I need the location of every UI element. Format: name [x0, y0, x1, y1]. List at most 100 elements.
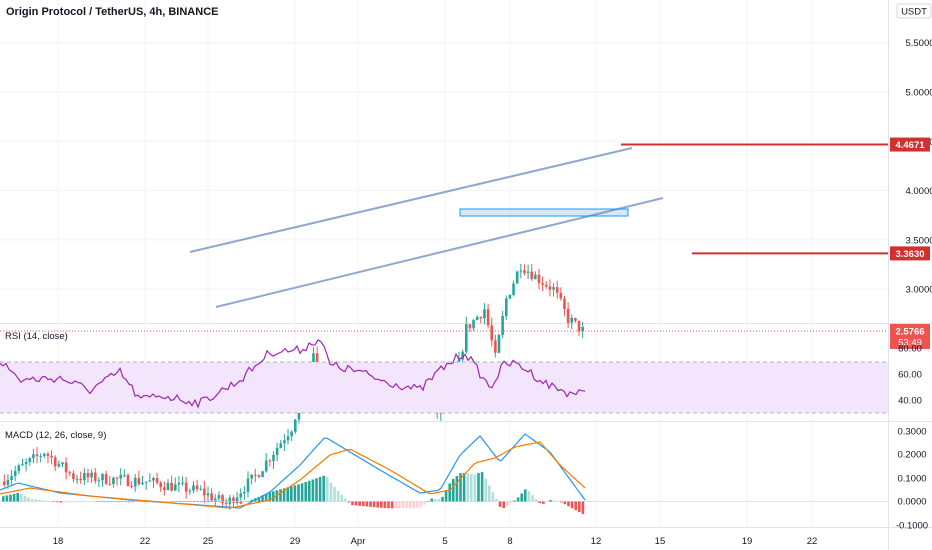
macd-histogram-bar [5, 495, 9, 502]
macd-histogram-bar [336, 490, 340, 502]
macd-histogram-bar [131, 501, 135, 503]
macd-histogram-bar [502, 501, 505, 508]
price-tick-label: 3.0000 [905, 285, 932, 296]
macd-histogram-bar [581, 501, 585, 515]
macd-histogram-bar [189, 501, 192, 502]
macd-histogram-bar [48, 501, 52, 502]
macd-histogram-bar [552, 500, 556, 502]
candle-body [224, 502, 228, 504]
macd-histogram-bar [527, 491, 531, 502]
candle-body [17, 465, 21, 472]
candle-body [64, 462, 68, 473]
macd-histogram-bar [279, 489, 282, 502]
candle-body [177, 482, 181, 485]
candle-body [43, 453, 46, 456]
candle-body [490, 325, 494, 341]
macd-histogram-bar [369, 501, 372, 507]
candle-body [243, 491, 246, 494]
candle-body [32, 454, 35, 459]
macd-histogram-bar [329, 482, 333, 502]
candle-body [563, 298, 566, 309]
price-tick-label: 3.5000 [905, 235, 932, 246]
candle-body [559, 292, 563, 299]
macd-histogram-bar [401, 501, 405, 509]
symbol-title: Origin Protocol / TetherUS, 4h, BINANCE [6, 6, 219, 18]
candle-body [497, 334, 501, 353]
macd-histogram-bar [84, 501, 88, 502]
macd-histogram-bar [268, 492, 271, 502]
candle-body [119, 475, 122, 479]
candle-body [479, 317, 483, 319]
candle-body [548, 286, 552, 290]
level-price-tag [890, 246, 930, 261]
macd-histogram-bar [351, 501, 354, 506]
macd-histogram-bar [531, 495, 534, 502]
macd-histogram-bar [434, 498, 437, 502]
macd-histogram-bar [354, 501, 358, 506]
macd-histogram-bar [578, 501, 581, 513]
candle-body [504, 298, 508, 317]
rsi-tick-label: 40.00 [898, 396, 922, 407]
macd-histogram-bar [135, 501, 138, 503]
candle-body [152, 478, 155, 481]
macd-histogram-bar [20, 493, 23, 502]
macd-histogram-bar [113, 501, 117, 502]
macd-tick-label: 0.1000 [897, 474, 926, 485]
macd-histogram-bar [203, 500, 207, 502]
candle-body [199, 488, 203, 490]
macd-histogram-bar [545, 501, 549, 502]
candle-body [257, 475, 261, 478]
time-axis-label: 29 [290, 536, 301, 547]
candle-body [239, 493, 243, 498]
candle-body [24, 462, 28, 465]
macd-histogram-bar [56, 501, 59, 503]
candle-body [530, 271, 534, 280]
macd-histogram-bar [27, 497, 30, 502]
macd-histogram-bar [448, 483, 451, 502]
candle-body [39, 455, 42, 457]
level-price-tag-label: 4.4671 [895, 140, 925, 151]
time-axis-label: 15 [655, 536, 666, 547]
candle-body [141, 482, 144, 485]
macd-histogram-bar [272, 491, 275, 502]
macd-histogram-bar [495, 498, 498, 502]
candle-body [173, 484, 177, 491]
candle-body [97, 480, 101, 482]
macd-histogram-bar [236, 501, 239, 503]
candle-body [10, 476, 13, 480]
candle-body [221, 495, 224, 503]
macd-histogram-bar [380, 501, 383, 508]
candle-body [235, 497, 239, 503]
candle-body [312, 353, 315, 371]
candle-body [35, 454, 39, 456]
macd-histogram-bar [419, 501, 423, 508]
macd-histogram-bar [498, 501, 502, 507]
candle-body [494, 340, 497, 353]
macd-histogram-bar [174, 501, 178, 502]
macd-histogram-bar [365, 501, 369, 507]
currency-button-label: USDT [901, 7, 927, 18]
rsi-label: RSI (14, close) [5, 331, 68, 342]
macd-tick-label: -0.1000 [896, 521, 928, 532]
candle-body [112, 477, 115, 484]
time-axis-label: 18 [53, 536, 64, 547]
candle-body [53, 457, 57, 467]
macd-histogram-bar [106, 501, 109, 502]
macd-histogram-bar [538, 501, 541, 504]
candle-body [537, 274, 541, 284]
candle-body [268, 460, 272, 462]
macd-histogram-bar [412, 501, 415, 508]
time-axis-label: 22 [807, 536, 818, 547]
candle-body [130, 486, 133, 488]
currency-button[interactable] [896, 3, 932, 19]
candle-body [72, 473, 75, 480]
macd-histogram-bar [362, 501, 365, 507]
macd-histogram-bar [167, 501, 171, 502]
macd-histogram-bar [470, 474, 473, 502]
time-axis-label: 8 [507, 536, 512, 547]
macd-histogram-bar [214, 500, 217, 502]
candle-body [472, 320, 475, 329]
macd-histogram-bar [218, 500, 221, 502]
